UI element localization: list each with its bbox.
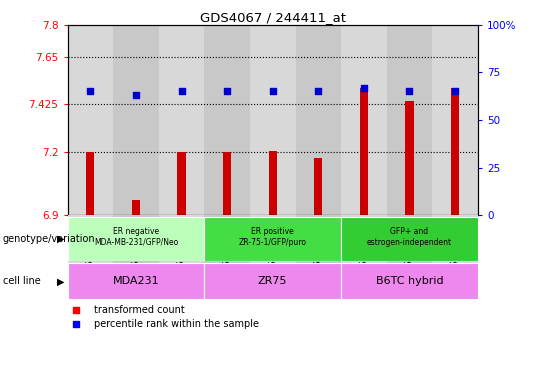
- Text: genotype/variation: genotype/variation: [3, 234, 96, 244]
- Point: [71, 306, 80, 313]
- Bar: [159, 25, 204, 215]
- Bar: [433, 25, 478, 215]
- Bar: [204, 263, 341, 299]
- Text: ER positive
ZR-75-1/GFP/puro: ER positive ZR-75-1/GFP/puro: [239, 227, 307, 247]
- Text: percentile rank within the sample: percentile rank within the sample: [94, 319, 259, 329]
- Bar: [68, 263, 204, 299]
- Point: [71, 321, 80, 327]
- Text: GSM679721: GSM679721: [450, 217, 460, 272]
- Text: GSM679727: GSM679727: [314, 217, 323, 272]
- Point: [132, 92, 140, 98]
- Bar: [204, 25, 250, 215]
- Bar: [341, 25, 387, 215]
- Text: transformed count: transformed count: [94, 305, 185, 314]
- Bar: [406, 101, 414, 215]
- Bar: [341, 263, 478, 299]
- Text: GSM679724: GSM679724: [177, 217, 186, 272]
- Bar: [86, 152, 94, 215]
- Bar: [451, 88, 459, 215]
- Text: GSM679722: GSM679722: [86, 217, 95, 272]
- Bar: [387, 25, 433, 215]
- Bar: [387, 215, 433, 282]
- Bar: [295, 215, 341, 282]
- Text: MDA231: MDA231: [112, 276, 159, 286]
- Text: GSM679726: GSM679726: [268, 217, 277, 272]
- Point: [451, 88, 460, 94]
- Bar: [113, 215, 159, 282]
- Text: ▶: ▶: [57, 234, 65, 244]
- Bar: [68, 25, 113, 215]
- Text: B6TC hybrid: B6TC hybrid: [376, 276, 443, 286]
- Bar: [204, 215, 250, 282]
- Bar: [295, 25, 341, 215]
- Text: GSM679719: GSM679719: [360, 217, 368, 272]
- Point: [223, 88, 232, 94]
- Point: [360, 84, 368, 91]
- Text: ZR75: ZR75: [258, 276, 287, 286]
- Text: GSM679725: GSM679725: [222, 217, 232, 272]
- Text: GSM679723: GSM679723: [131, 217, 140, 272]
- Point: [86, 88, 94, 94]
- Point: [268, 88, 277, 94]
- Bar: [314, 158, 322, 215]
- Point: [177, 88, 186, 94]
- Bar: [159, 215, 204, 282]
- Bar: [341, 215, 387, 282]
- Bar: [250, 215, 295, 282]
- Bar: [433, 215, 478, 282]
- Bar: [68, 217, 204, 261]
- Bar: [204, 217, 341, 261]
- Text: GFP+ and
estrogen-independent: GFP+ and estrogen-independent: [367, 227, 452, 247]
- Title: GDS4067 / 244411_at: GDS4067 / 244411_at: [200, 11, 346, 24]
- Bar: [268, 151, 277, 215]
- Bar: [250, 25, 295, 215]
- Bar: [360, 88, 368, 215]
- Text: GSM679720: GSM679720: [405, 217, 414, 272]
- Bar: [178, 152, 186, 215]
- Text: ER negative
MDA-MB-231/GFP/Neo: ER negative MDA-MB-231/GFP/Neo: [94, 227, 178, 247]
- Text: cell line: cell line: [3, 276, 40, 286]
- Point: [405, 88, 414, 94]
- Bar: [132, 200, 140, 215]
- Bar: [341, 217, 478, 261]
- Bar: [223, 152, 231, 215]
- Bar: [68, 215, 113, 282]
- Text: ▶: ▶: [57, 276, 65, 286]
- Point: [314, 88, 322, 94]
- Bar: [113, 25, 159, 215]
